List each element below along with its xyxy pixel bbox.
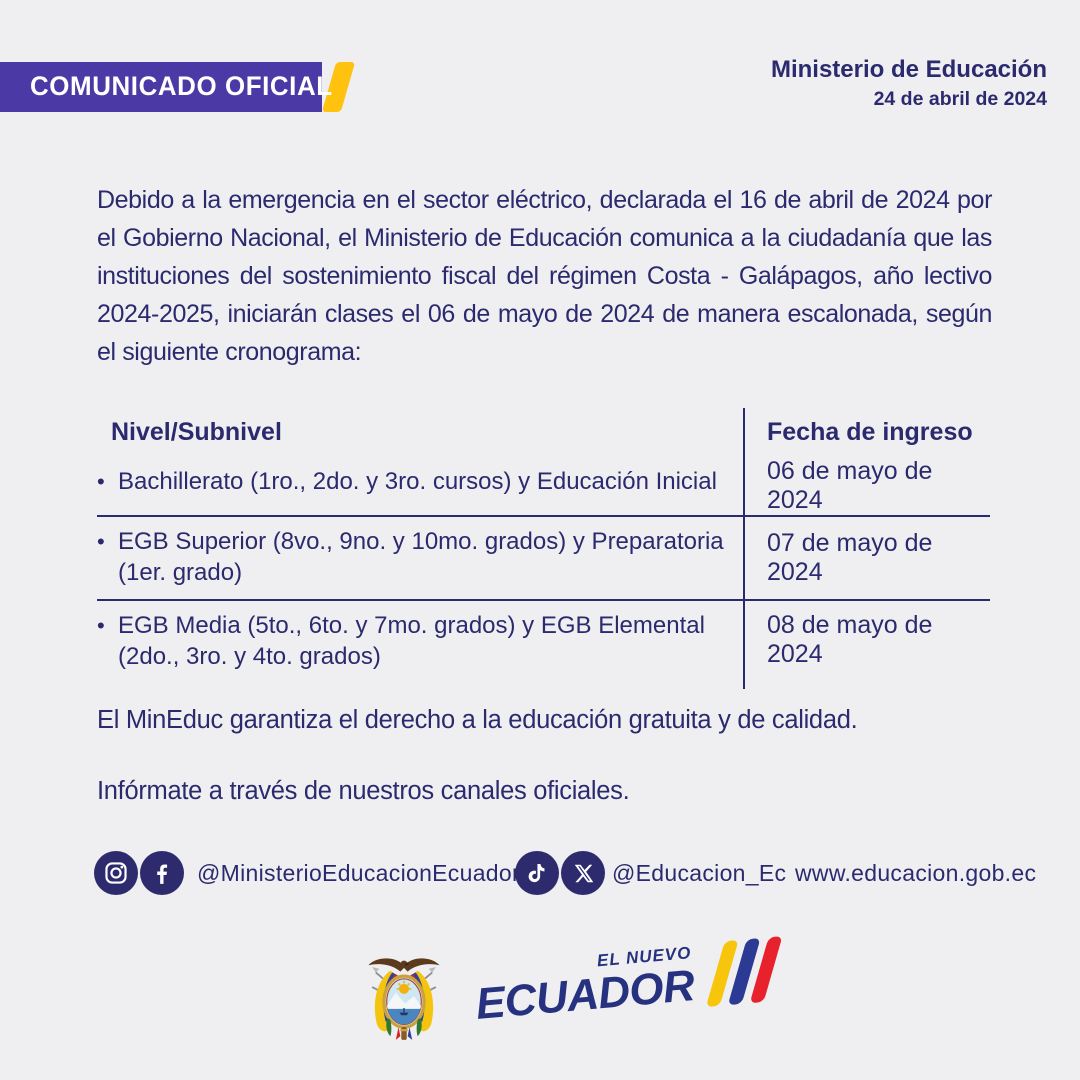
x-handle: @Educacion_Ec — [612, 860, 787, 886]
instagram-icon — [94, 851, 138, 895]
channels-statement: Infórmate a través de nuestros canales o… — [97, 777, 630, 805]
meta-handle: @MinisterioEducacionEcuador — [197, 860, 520, 886]
website-url: www.educacion.gob.ec — [795, 860, 1037, 886]
table-row: • EGB Media (5to., 6to. y 7mo. grados) y… — [97, 601, 990, 689]
column-header-date: Fecha de ingreso — [743, 408, 990, 457]
bullet-icon: • — [97, 469, 105, 494]
publication-date: 24 de abril de 2024 — [873, 88, 1047, 110]
x-icon — [561, 851, 605, 895]
social-media-row: @MinisterioEducacionEcuador @Educacion_E… — [0, 850, 1080, 896]
announcement-paragraph: Debido a la emergencia en el sector eléc… — [97, 186, 992, 366]
table-header-row: Nivel/Subnivel Fecha de ingreso — [97, 408, 990, 457]
tiktok-icon — [515, 851, 559, 895]
flag-stripes — [705, 936, 783, 1008]
el-nuevo-ecuador-logo: EL NUEVO ECUADOR — [472, 936, 783, 1029]
level-label: EGB Media (5to., 6to. y 7mo. grados) y E… — [118, 612, 705, 670]
level-label: EGB Superior (8vo., 9no. y 10mo. grados)… — [118, 528, 724, 586]
bullet-icon: • — [97, 529, 105, 554]
table-row: • EGB Superior (8vo., 9no. y 10mo. grado… — [97, 517, 990, 601]
table-row: • Bachillerato (1ro., 2do. y 3ro. cursos… — [97, 457, 990, 517]
entry-date: 07 de mayo de 2024 — [743, 517, 990, 599]
schedule-table: Nivel/Subnivel Fecha de ingreso • Bachil… — [97, 408, 990, 689]
logo-wordmark: ECUADOR — [473, 961, 697, 1029]
bullet-icon: • — [97, 613, 105, 638]
header-right: Ministerio de Educación 24 de abril de 2… — [771, 56, 1047, 111]
banner-title: COMUNICADO OFICIAL — [30, 70, 333, 101]
ministry-name: Ministerio de Educación — [770, 56, 1047, 83]
entry-date: 08 de mayo de 2024 — [743, 601, 990, 689]
banner-background — [0, 62, 322, 112]
entry-date: 06 de mayo de 2024 — [743, 457, 990, 515]
ecuador-coat-of-arms — [363, 950, 445, 1051]
facebook-icon — [140, 851, 184, 895]
level-label: Bachillerato (1ro., 2do. y 3ro. cursos) … — [118, 468, 717, 495]
guarantee-statement: El MinEduc garantiza el derecho a la edu… — [97, 706, 858, 734]
column-header-level: Nivel/Subnivel — [111, 418, 282, 446]
